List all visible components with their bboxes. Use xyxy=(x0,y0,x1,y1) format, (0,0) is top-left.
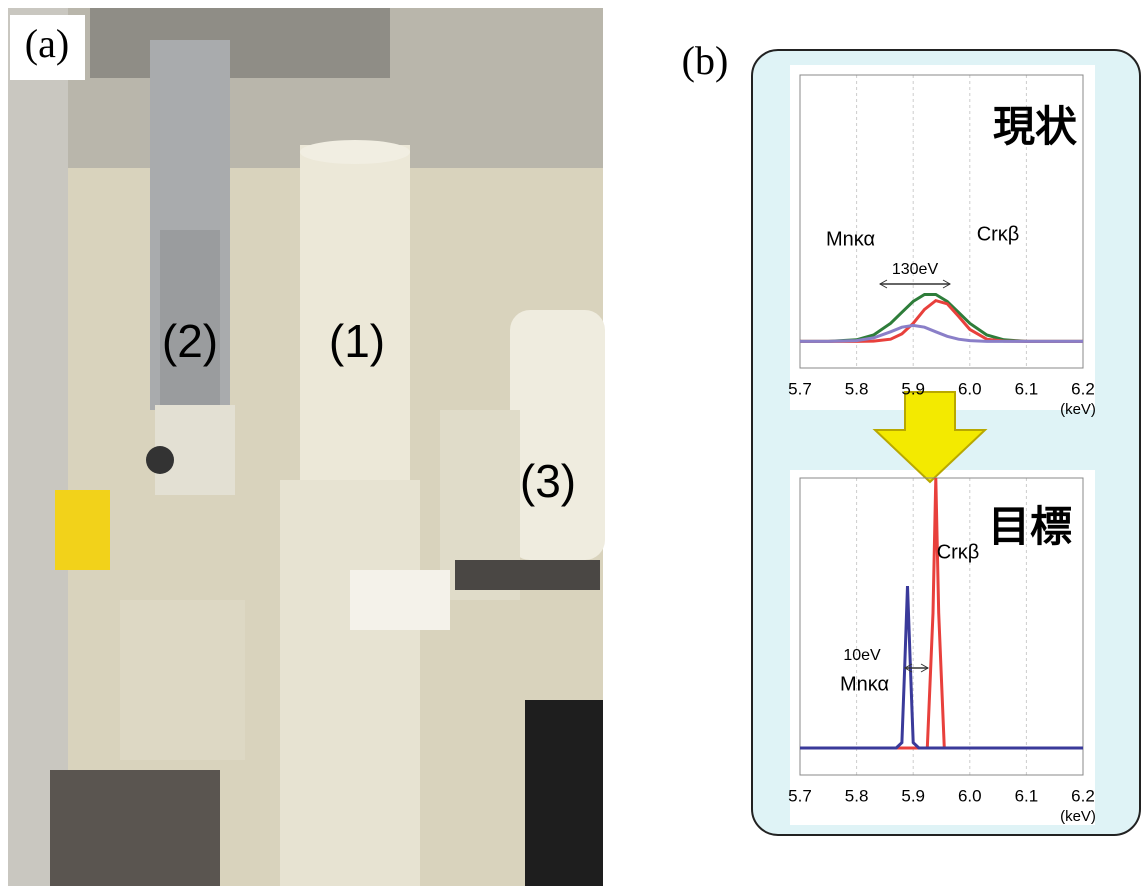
annotation: Crκβ xyxy=(977,223,1020,245)
x-tick-label: 6.2 xyxy=(1071,379,1095,398)
x-tick-label: 6.0 xyxy=(958,786,982,805)
x-tick-label: 5.8 xyxy=(845,786,869,805)
x-tick-label: 5.8 xyxy=(845,379,869,398)
x-tick-label: 5.9 xyxy=(901,786,925,805)
annotation: Crκβ xyxy=(937,541,980,563)
figure: (a) (2) (1) (3) (b) 5.7 5.8 5.9 6.0 6.1 6.2 (k… xyxy=(0,0,1145,886)
x-axis-unit: (keV) xyxy=(1060,401,1096,418)
panel-label: (a) xyxy=(25,21,69,66)
chart-title: 現状 xyxy=(993,103,1078,150)
chart-title: 目標 xyxy=(988,503,1072,550)
x-axis-unit: (keV) xyxy=(1060,808,1096,825)
annotation: 10eV xyxy=(843,647,881,664)
callout: (3) xyxy=(520,455,576,507)
x-tick-label: 6.1 xyxy=(1015,786,1039,805)
panel-label: (b) xyxy=(682,38,729,83)
x-tick-label: 5.7 xyxy=(788,379,812,398)
x-tick-label: 6.2 xyxy=(1071,786,1095,805)
annotation: Mnκα xyxy=(826,228,875,250)
x-tick-label: 5.7 xyxy=(788,786,812,805)
callout: (1) xyxy=(329,315,385,367)
annotation: Mnκα xyxy=(840,673,889,695)
annotation: 130eV xyxy=(892,261,939,278)
callout: (2) xyxy=(162,315,218,367)
x-tick-label: 6.1 xyxy=(1015,379,1039,398)
photo xyxy=(8,8,605,886)
x-tick-label: 6.0 xyxy=(958,379,982,398)
x-tick-label: 5.9 xyxy=(901,379,925,398)
